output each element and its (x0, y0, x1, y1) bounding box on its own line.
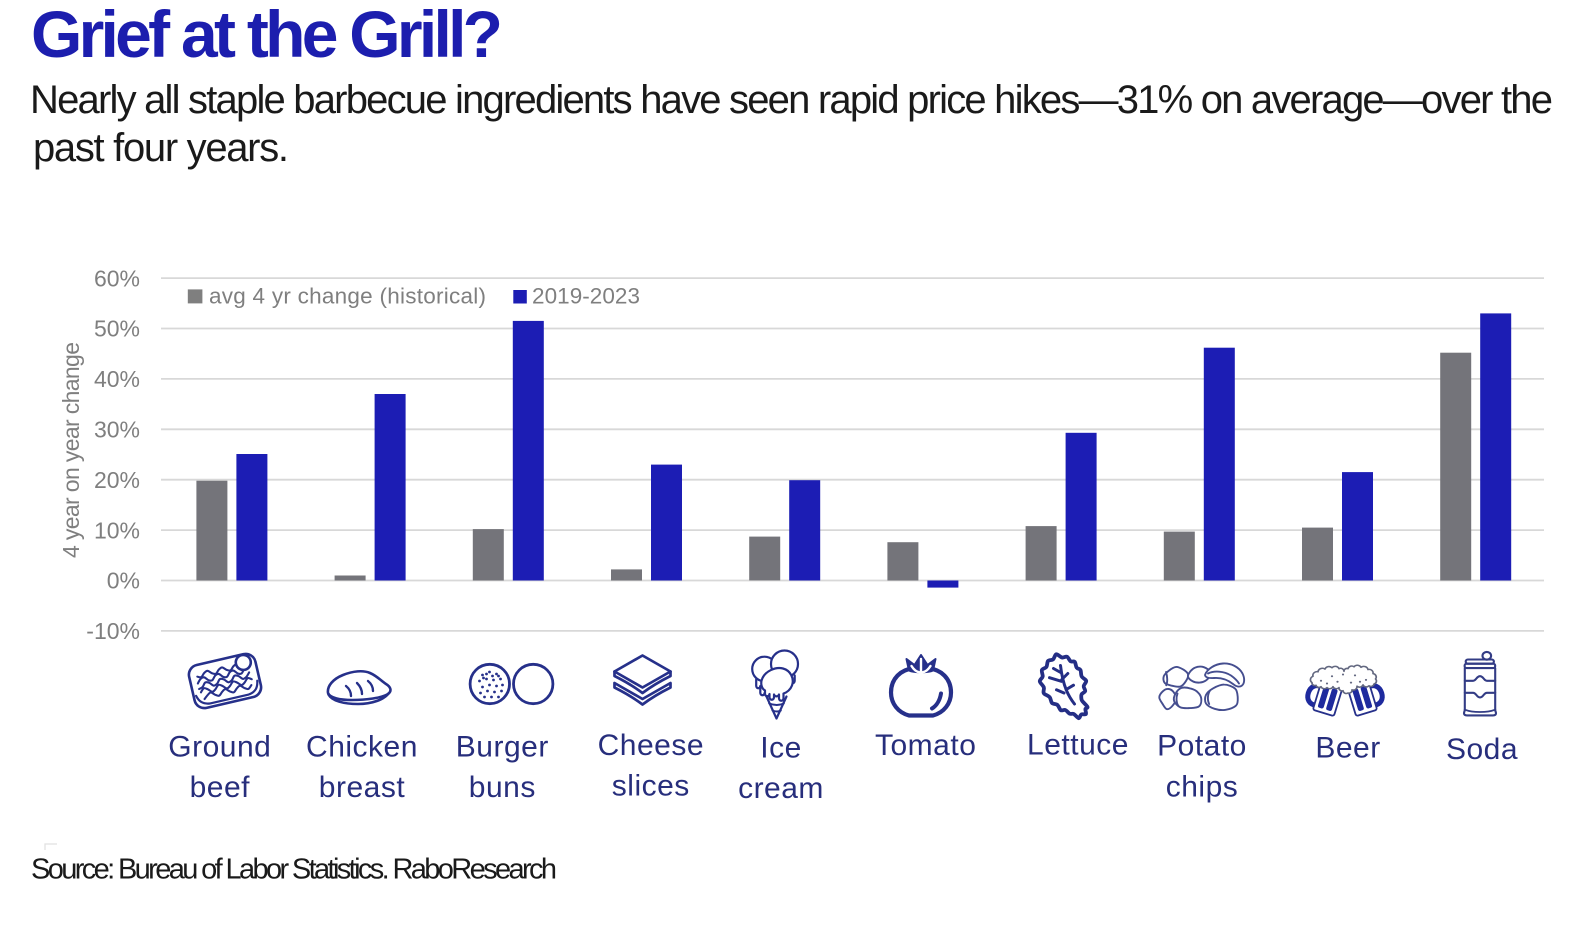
svg-text:0%: 0% (107, 568, 140, 594)
svg-text:4 year on year change: 4 year on year change (58, 342, 84, 558)
svg-text:2019-2023: 2019-2023 (532, 284, 640, 309)
svg-text:Cheese: Cheese (598, 729, 704, 762)
svg-text:past four years.: past four years. (33, 126, 289, 170)
svg-text:Potato: Potato (1157, 730, 1247, 763)
svg-text:chips: chips (1166, 771, 1239, 804)
svg-text:-10%: -10% (86, 618, 140, 644)
svg-text:Source: Bureau of Labor Statis: Source: Bureau of Labor Statistics. Rabo… (31, 854, 557, 886)
svg-text:Lettuce: Lettuce (1027, 729, 1129, 762)
svg-text:Ground: Ground (168, 731, 271, 764)
svg-text:Grief at the Grill?: Grief at the Grill? (31, 0, 503, 71)
svg-text:10%: 10% (94, 517, 140, 543)
svg-text:cream: cream (738, 772, 824, 805)
svg-text:Ice: Ice (760, 732, 802, 765)
svg-text:60%: 60% (94, 265, 140, 291)
svg-text:Chicken: Chicken (306, 731, 418, 764)
svg-text:40%: 40% (94, 366, 140, 392)
svg-text:buns: buns (469, 771, 536, 804)
svg-text:Soda: Soda (1446, 733, 1518, 766)
svg-text:beef: beef (190, 771, 251, 804)
svg-text:20%: 20% (94, 467, 140, 493)
svg-text:30%: 30% (94, 417, 140, 443)
svg-text:Beer: Beer (1315, 732, 1380, 765)
svg-text:Tomato: Tomato (875, 729, 976, 762)
svg-text:Nearly all staple barbecue ing: Nearly all staple barbecue ingredients h… (30, 78, 1553, 122)
svg-text:slices: slices (612, 770, 690, 803)
svg-text:Burger: Burger (456, 731, 549, 764)
svg-text:avg 4 yr change (historical): avg 4 yr change (historical) (209, 284, 486, 309)
svg-text:50%: 50% (94, 316, 140, 342)
svg-text:breast: breast (319, 771, 406, 804)
